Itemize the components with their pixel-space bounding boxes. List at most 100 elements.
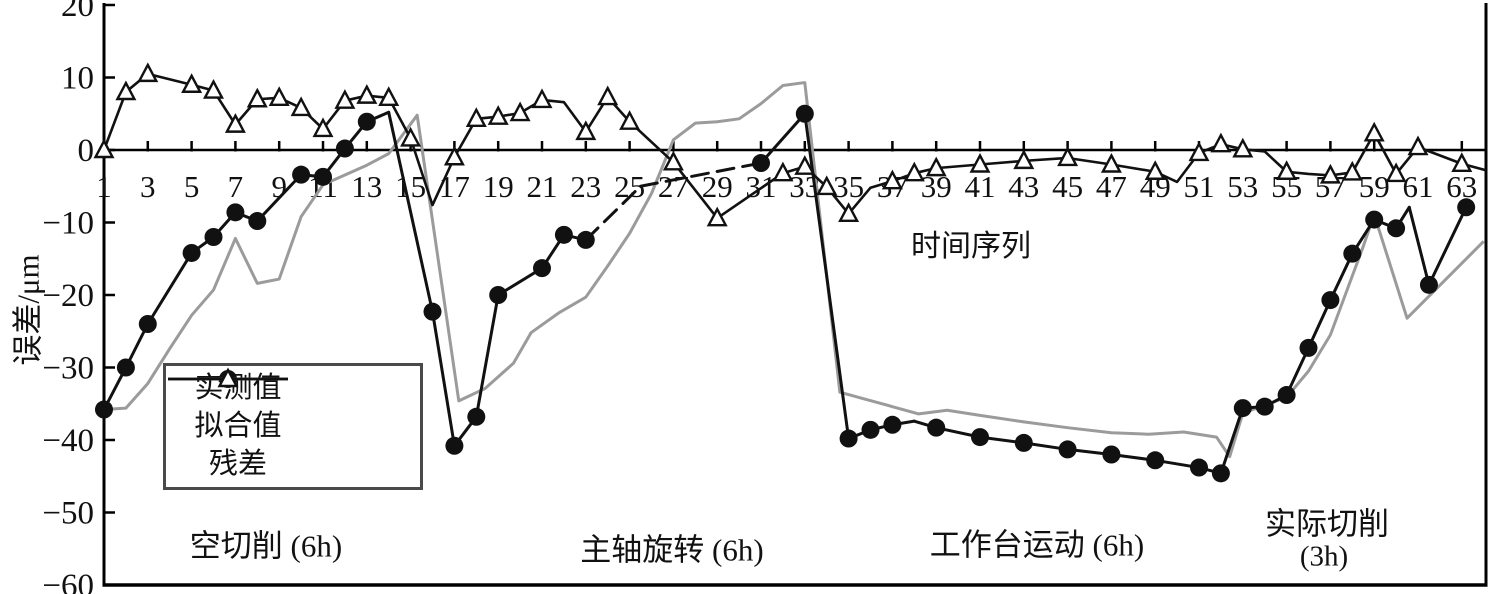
residual-point-marker — [619, 110, 641, 130]
measured-point-marker — [226, 203, 245, 222]
legend-label-residual: 残差 — [208, 448, 267, 481]
x-tick-label: 41 — [965, 169, 996, 204]
x-tick-label: 21 — [527, 169, 558, 204]
measured-point-marker — [357, 112, 376, 131]
residual-point-marker — [969, 152, 991, 173]
y-tick-label: 0 — [78, 133, 95, 169]
residual-point-marker — [290, 96, 312, 117]
residual-point-marker — [224, 113, 246, 133]
x-tick-label: 17 — [439, 169, 470, 204]
measured-point-marker — [1058, 440, 1077, 459]
measured-point-marker — [445, 436, 464, 455]
measured-point-marker — [204, 228, 223, 246]
measured-point-marker — [1387, 219, 1406, 238]
measured-point-marker — [1190, 458, 1208, 477]
residual-point-marker — [1100, 152, 1122, 173]
residual-point-marker — [881, 169, 903, 190]
measured-point-marker — [1457, 198, 1476, 217]
measured-point-marker — [576, 230, 595, 249]
x-tick-label: 63 — [1446, 169, 1477, 204]
phase-label-actual-cutting-duration: (3h) — [1299, 540, 1349, 573]
x-tick-label: 53 — [1227, 169, 1258, 204]
x-tick-label: 19 — [483, 169, 514, 204]
residual-point-marker — [1407, 135, 1429, 156]
measured-point-marker — [182, 243, 201, 262]
measured-point-marker — [1233, 399, 1252, 418]
x-tick-label: 47 — [1096, 169, 1127, 204]
measured-point-marker — [95, 400, 113, 419]
residual-point-marker — [203, 78, 224, 99]
x-tick-label: 61 — [1403, 169, 1434, 204]
x-tick-label: 31 — [746, 169, 777, 204]
measured-point-marker — [971, 428, 989, 447]
measured-point-marker — [1211, 464, 1230, 483]
residual-point-marker — [268, 86, 290, 106]
y-axis-title: 误差/μm — [10, 254, 46, 366]
x-tick-label: 43 — [1008, 169, 1039, 204]
x-tick-label: 51 — [1184, 169, 1215, 204]
measured-point-marker — [292, 165, 311, 184]
residual-point-marker — [531, 88, 553, 109]
residual-point-marker — [465, 107, 487, 128]
residual-point-marker — [334, 89, 356, 109]
measured-point-marker — [423, 302, 442, 321]
measured-point-marker — [1365, 210, 1384, 229]
measured-point-marker — [752, 154, 770, 173]
legend-item-residual: 残差 — [166, 367, 420, 483]
x-tick-label: 23 — [570, 169, 601, 204]
measured-point-marker — [861, 420, 880, 439]
residual-point-marker — [925, 156, 947, 177]
residual-point-marker — [137, 62, 159, 83]
measured-point-marker — [1146, 451, 1165, 470]
y-tick-label: −40 — [42, 423, 94, 459]
x-tick-label: 45 — [1052, 169, 1083, 204]
x-tick-label: 35 — [833, 169, 864, 204]
residual-point-marker — [93, 138, 115, 159]
residual-point-marker — [1232, 137, 1254, 158]
residual-point-marker — [1363, 121, 1385, 142]
measured-point-marker — [116, 358, 135, 377]
residual-point-marker — [794, 155, 816, 175]
x-tick-label: 15 — [395, 169, 426, 204]
residual-point-marker — [816, 175, 838, 196]
x-tick-label: 59 — [1359, 169, 1390, 204]
x-tick-label: 13 — [351, 169, 382, 204]
measured-point-marker — [839, 429, 858, 448]
y-tick-label: −10 — [42, 206, 94, 242]
phase-label-table-motion: 工作台运动 (6h) — [929, 527, 1145, 563]
x-axis-title: 时间序列 — [911, 230, 1031, 263]
residual-point-marker — [903, 161, 925, 182]
phase-label-air-cutting: 空切削 (6h) — [189, 528, 343, 564]
residual-point-marker — [1319, 163, 1341, 184]
measured-point-marker — [1102, 445, 1121, 464]
x-tick-label: 3 — [140, 169, 156, 204]
measured-point-marker — [248, 212, 267, 231]
measured-point-marker — [1299, 338, 1318, 357]
residual-point-marker — [115, 80, 137, 101]
series-measured — [95, 104, 1476, 483]
residual-point-marker — [1057, 146, 1079, 167]
residual-line-sample-icon — [168, 367, 288, 388]
residual-point-marker — [1210, 132, 1232, 153]
x-tick-label: 5 — [184, 169, 200, 204]
residual-point-marker — [1144, 160, 1166, 180]
measured-point-marker — [1255, 397, 1274, 416]
measured-point-marker — [467, 407, 486, 426]
measured-point-marker — [1419, 275, 1438, 294]
residual-point-marker — [312, 117, 334, 138]
y-tick-label: 10 — [61, 61, 94, 97]
residual-point-marker — [838, 202, 860, 222]
measured-point-marker — [533, 259, 551, 278]
series-fitted-line — [103, 81, 1485, 459]
measured-point-marker — [554, 225, 573, 244]
residual-point-marker — [1451, 152, 1473, 172]
measured-point-marker — [138, 315, 157, 333]
y-tick-label: −30 — [42, 351, 94, 387]
residual-point-marker — [400, 126, 422, 147]
y-tick-label: 20 — [61, 0, 94, 24]
residual-point-marker — [597, 85, 619, 106]
residual-point-marker — [706, 206, 728, 227]
measured-point-marker — [335, 139, 354, 158]
